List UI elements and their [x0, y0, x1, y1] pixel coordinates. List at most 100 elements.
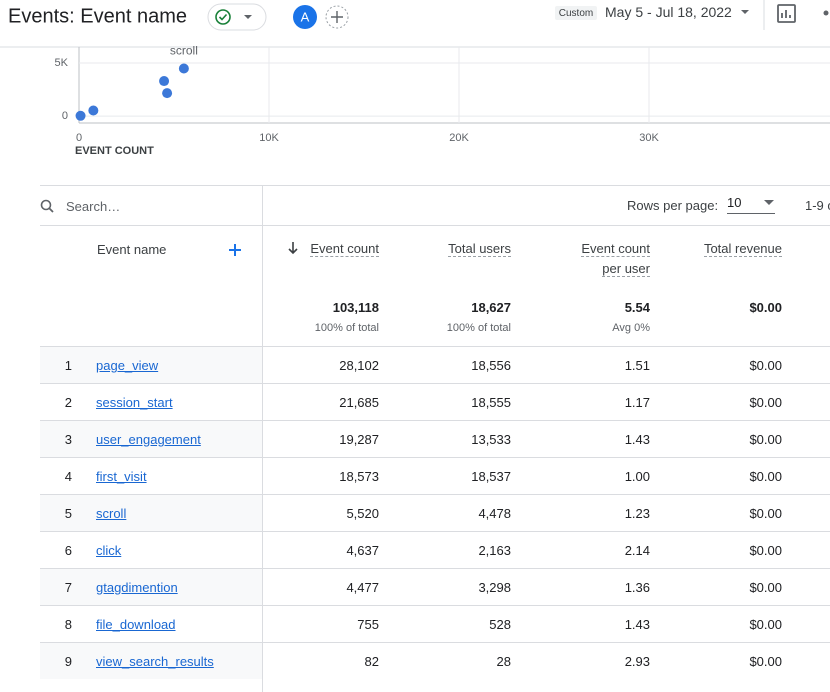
customize-bars — [781, 10, 791, 18]
cell-value: 2.93 — [624, 654, 650, 669]
event-name-link[interactable]: page_view — [96, 358, 159, 373]
point-annotation: scroll — [170, 44, 198, 58]
search-input[interactable]: Search… — [66, 199, 121, 214]
cell-value: 528 — [489, 617, 511, 632]
row-border — [40, 420, 830, 421]
event-name-link[interactable]: click — [96, 543, 122, 558]
cell-value: $0.00 — [749, 617, 782, 632]
column-header[interactable]: Event count per user — [581, 241, 650, 277]
plus-icon — [331, 11, 343, 23]
chart: Events: Event name A Custom May 5 - Jul … — [0, 0, 830, 157]
add-dimension[interactable] — [227, 242, 243, 258]
date-badge: Custom — [559, 8, 593, 19]
date-range[interactable]: May 5 - Jul 18, 2022 — [605, 4, 732, 20]
y-tick-label: 5K — [55, 57, 69, 69]
cell-value: 5,520 — [346, 506, 379, 521]
search-row-border — [40, 225, 830, 226]
avatar[interactable] — [293, 5, 317, 29]
row-index: 2 — [64, 395, 72, 410]
avatar-letter: A — [301, 9, 310, 24]
total-value: 103,118 — [332, 300, 379, 315]
cell-value: 1.36 — [624, 580, 650, 595]
rows-per-page-select[interactable]: 10 — [727, 195, 742, 210]
cell-value: $0.00 — [749, 358, 782, 373]
cell-value: 1.43 — [624, 432, 650, 447]
event-name-link[interactable]: view_search_results — [96, 654, 214, 669]
event-name-link[interactable]: session_start — [96, 395, 173, 410]
cell-value: $0.00 — [749, 543, 782, 558]
row-index: 6 — [64, 543, 72, 558]
event-name-link[interactable]: first_visit — [96, 469, 147, 484]
select-arrow — [764, 200, 774, 205]
pagination: 1-9 o — [805, 198, 830, 213]
row-border — [40, 346, 830, 347]
column-header[interactable]: Total users — [448, 241, 511, 257]
cell-value: 1.17 — [624, 395, 650, 410]
cell-value: 4,637 — [346, 543, 379, 558]
x-tick-label: 30K — [639, 132, 659, 144]
cell-value: 28 — [496, 654, 511, 669]
total-note: 100% of total — [446, 322, 511, 334]
cell-value: 2.14 — [624, 543, 650, 558]
cell-value: 28,102 — [339, 358, 379, 373]
x-axis-label: EVENT COUNT — [75, 145, 154, 157]
cell-value: 4,477 — [346, 580, 379, 595]
row-band — [40, 347, 262, 383]
row-band — [40, 495, 262, 531]
customize-icon[interactable] — [777, 4, 796, 23]
row-band — [40, 569, 262, 605]
column-header[interactable]: Event count — [310, 241, 379, 257]
row-index: 4 — [64, 469, 72, 484]
row-border — [40, 383, 830, 384]
scatter-point — [75, 110, 86, 121]
sort-arrow — [288, 242, 298, 255]
column-divider — [262, 185, 263, 692]
cell-value: 1.23 — [624, 506, 650, 521]
cell-value: $0.00 — [749, 432, 782, 447]
cell-value: $0.00 — [749, 395, 782, 410]
cell-value: 755 — [357, 617, 379, 632]
total-value: 18,627 — [471, 300, 511, 315]
rows-per-page-label: Rows per page: — [627, 198, 719, 213]
cell-value: 18,556 — [471, 358, 511, 373]
row-border — [40, 494, 830, 495]
row-index: 8 — [64, 617, 72, 632]
total-note: Avg 0% — [612, 322, 650, 334]
check-icon — [215, 9, 231, 25]
row-border — [40, 568, 830, 569]
total-value: $0.00 — [749, 300, 782, 315]
column-header[interactable]: Event name — [97, 242, 167, 257]
x-tick-label: 0 — [76, 132, 82, 144]
event-name-link[interactable]: file_download — [96, 617, 176, 632]
event-name-link[interactable]: scroll — [96, 506, 127, 521]
page-title: Events: Event name — [8, 5, 187, 27]
y-tick-label: 0 — [62, 110, 68, 122]
cell-value: 1.43 — [624, 617, 650, 632]
event-name-link[interactable]: user_engagement — [96, 432, 201, 447]
date-dropdown[interactable] — [741, 10, 749, 14]
column-header[interactable]: Total revenue — [703, 241, 782, 257]
cell-value: 21,685 — [339, 395, 379, 410]
scatter-point — [178, 63, 189, 74]
cell-value: 18,573 — [339, 469, 379, 484]
search-icon — [40, 199, 54, 213]
cell-value: $0.00 — [749, 654, 782, 669]
x-tick-label: 10K — [259, 132, 279, 144]
share-icon[interactable] — [823, 10, 829, 16]
cell-value: $0.00 — [749, 469, 782, 484]
row-index: 1 — [64, 358, 72, 373]
cell-value: 18,555 — [471, 395, 511, 410]
total-note: 100% of total — [314, 322, 379, 334]
row-border — [40, 605, 830, 606]
scatter-point — [88, 105, 99, 116]
dropdown-arrow — [244, 15, 252, 19]
row-band — [40, 421, 262, 457]
row-index: 9 — [64, 654, 72, 669]
scatter-point — [159, 76, 170, 87]
event-name-link[interactable]: gtagdimention — [96, 580, 178, 595]
add-comparison[interactable] — [325, 5, 349, 29]
row-band — [40, 643, 262, 679]
cell-value: 2,163 — [478, 543, 511, 558]
row-border — [40, 457, 830, 458]
